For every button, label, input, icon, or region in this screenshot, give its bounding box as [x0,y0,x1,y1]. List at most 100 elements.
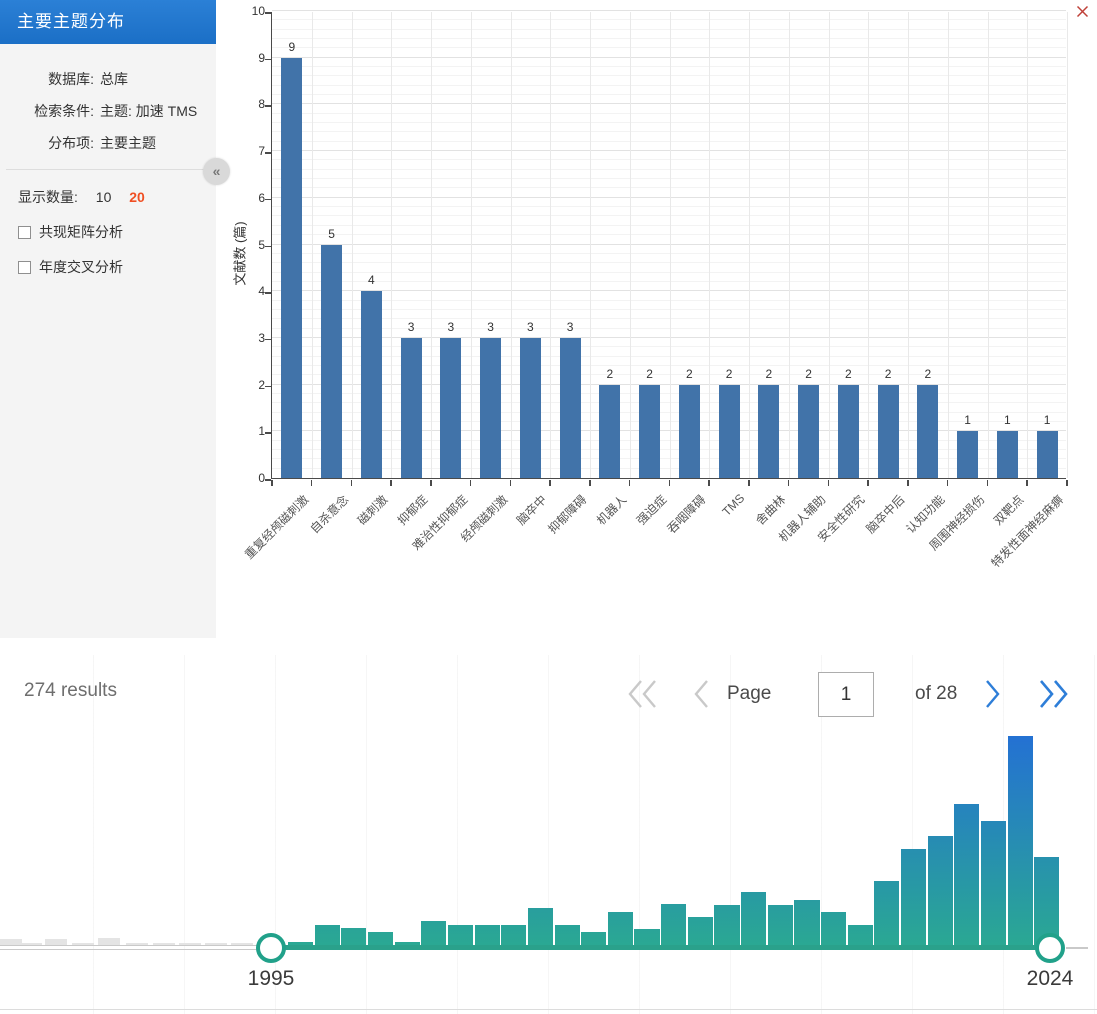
x-tick-mark [986,480,988,486]
grid-line-minor [272,299,1066,301]
grid-line-minor [272,439,1066,441]
grid-line-minor [272,355,1066,357]
grid-line-vertical [669,12,671,478]
grid-line-major [272,243,1066,245]
topic-bar [519,337,541,478]
bar-value-label: 2 [686,366,693,381]
grid-line-minor [272,215,1066,217]
x-category-label: 抑郁障碍 [545,492,590,537]
timeline-year-bar [980,821,1007,945]
topic-bar [877,384,899,478]
grid-line-minor [272,308,1066,310]
topic-bar [360,291,382,478]
chevron-double-right-icon [1036,680,1070,713]
page-bottom-border [0,1009,1097,1010]
y-tick-mark [265,479,271,481]
timeline-year-bar [1007,736,1033,945]
grid-line-minor [272,168,1066,170]
page-label: Page [727,683,772,704]
condition-label: 检索条件: [34,103,94,119]
display-count-option-20[interactable]: 20 [129,189,145,205]
grid-line-major [272,10,1066,11]
range-handle-end[interactable] [1035,933,1065,963]
grid-line-minor [272,112,1066,114]
last-page-button[interactable] [1036,678,1070,713]
topic-bar [321,244,343,478]
x-category-label: 吞咽障碍 [664,492,709,537]
y-tick-mark [265,152,271,154]
grid-line-minor [272,448,1066,450]
range-slider-track[interactable] [260,945,1062,950]
timeline-pre-range-bar [179,943,201,945]
end-year-label: 2024 [1026,967,1074,990]
condition-value: 主要主题 [100,135,156,151]
grid-line-vertical [828,12,830,478]
grid-line-vertical [987,12,989,478]
prev-page-button[interactable] [692,678,712,713]
x-tick-mark [350,480,352,486]
grid-line-major [272,196,1066,198]
display-count-option-10[interactable]: 10 [95,189,112,205]
grid-line-vertical [391,12,393,478]
x-tick-mark [589,480,591,486]
topic-bar [400,337,422,478]
analysis-options: 共现矩阵分析 年度交叉分析 [0,222,216,277]
bar-value-label: 4 [368,273,375,288]
topic-bar [599,384,621,478]
x-tick-mark [509,480,511,486]
y-tick-mark [265,432,271,434]
y-tick-label: 8 [258,97,265,112]
grid-line-minor [272,159,1066,161]
topic-bar [758,384,780,478]
bar-value-label: 5 [328,226,335,241]
y-tick-mark [265,385,271,388]
grid-line-minor [272,280,1066,282]
analysis-option-row: 年度交叉分析 [18,257,216,277]
grid-line-minor [272,374,1066,376]
topic-bar [718,384,740,478]
grid-line-minor [272,252,1066,254]
sidebar-collapse-button[interactable]: « [203,158,230,185]
range-handle-start[interactable] [256,933,286,963]
grid-line-minor [272,19,1066,21]
timeline-pre-range-bar [98,938,120,945]
grid-line-vertical [590,12,591,478]
grid-line-vertical [947,12,949,478]
checkbox-label: 年度交叉分析 [39,259,123,275]
timeline-year-bar [288,942,314,945]
y-tick-label: 0 [258,471,265,485]
first-page-button[interactable] [626,678,660,713]
grid-line-minor [272,224,1066,226]
x-tick-mark [946,480,949,486]
close-icon[interactable] [1075,4,1091,20]
timeline-pre-range-bar [45,939,67,945]
page-input[interactable] [818,672,874,717]
x-category-label: 重复经颅磁刺激 [241,492,312,562]
checkbox[interactable] [18,225,31,239]
topic-bar [1036,431,1058,478]
grid-line-minor [272,94,1066,96]
display-count-row: 显示数量: 10 20 [18,187,216,207]
grid-line-vertical [629,12,631,478]
grid-line-minor [272,84,1066,86]
slider-track-unselected[interactable] [0,945,257,946]
timeline-year-bar [314,925,340,945]
slider-track-unselected[interactable] [0,949,257,950]
x-tick-mark [628,480,631,486]
checkbox[interactable] [18,260,31,274]
topic-bar [639,384,661,478]
y-tick-mark [265,245,271,247]
chevron-double-left-icon [626,680,660,713]
bar-value-label: 2 [765,366,773,381]
condition-label: 数据库: [48,71,94,87]
timeline-year-bar [821,912,847,945]
y-tick-label: 6 [258,190,265,205]
grid-line-major [272,150,1066,152]
next-page-button[interactable] [982,678,1002,713]
timeline-pre-range-bar [126,943,148,945]
panel-title: 主要主题分布 [0,0,216,44]
timeline-year-bar [341,928,367,945]
bar-value-label: 1 [964,413,971,428]
grid-line-vertical [431,12,432,478]
